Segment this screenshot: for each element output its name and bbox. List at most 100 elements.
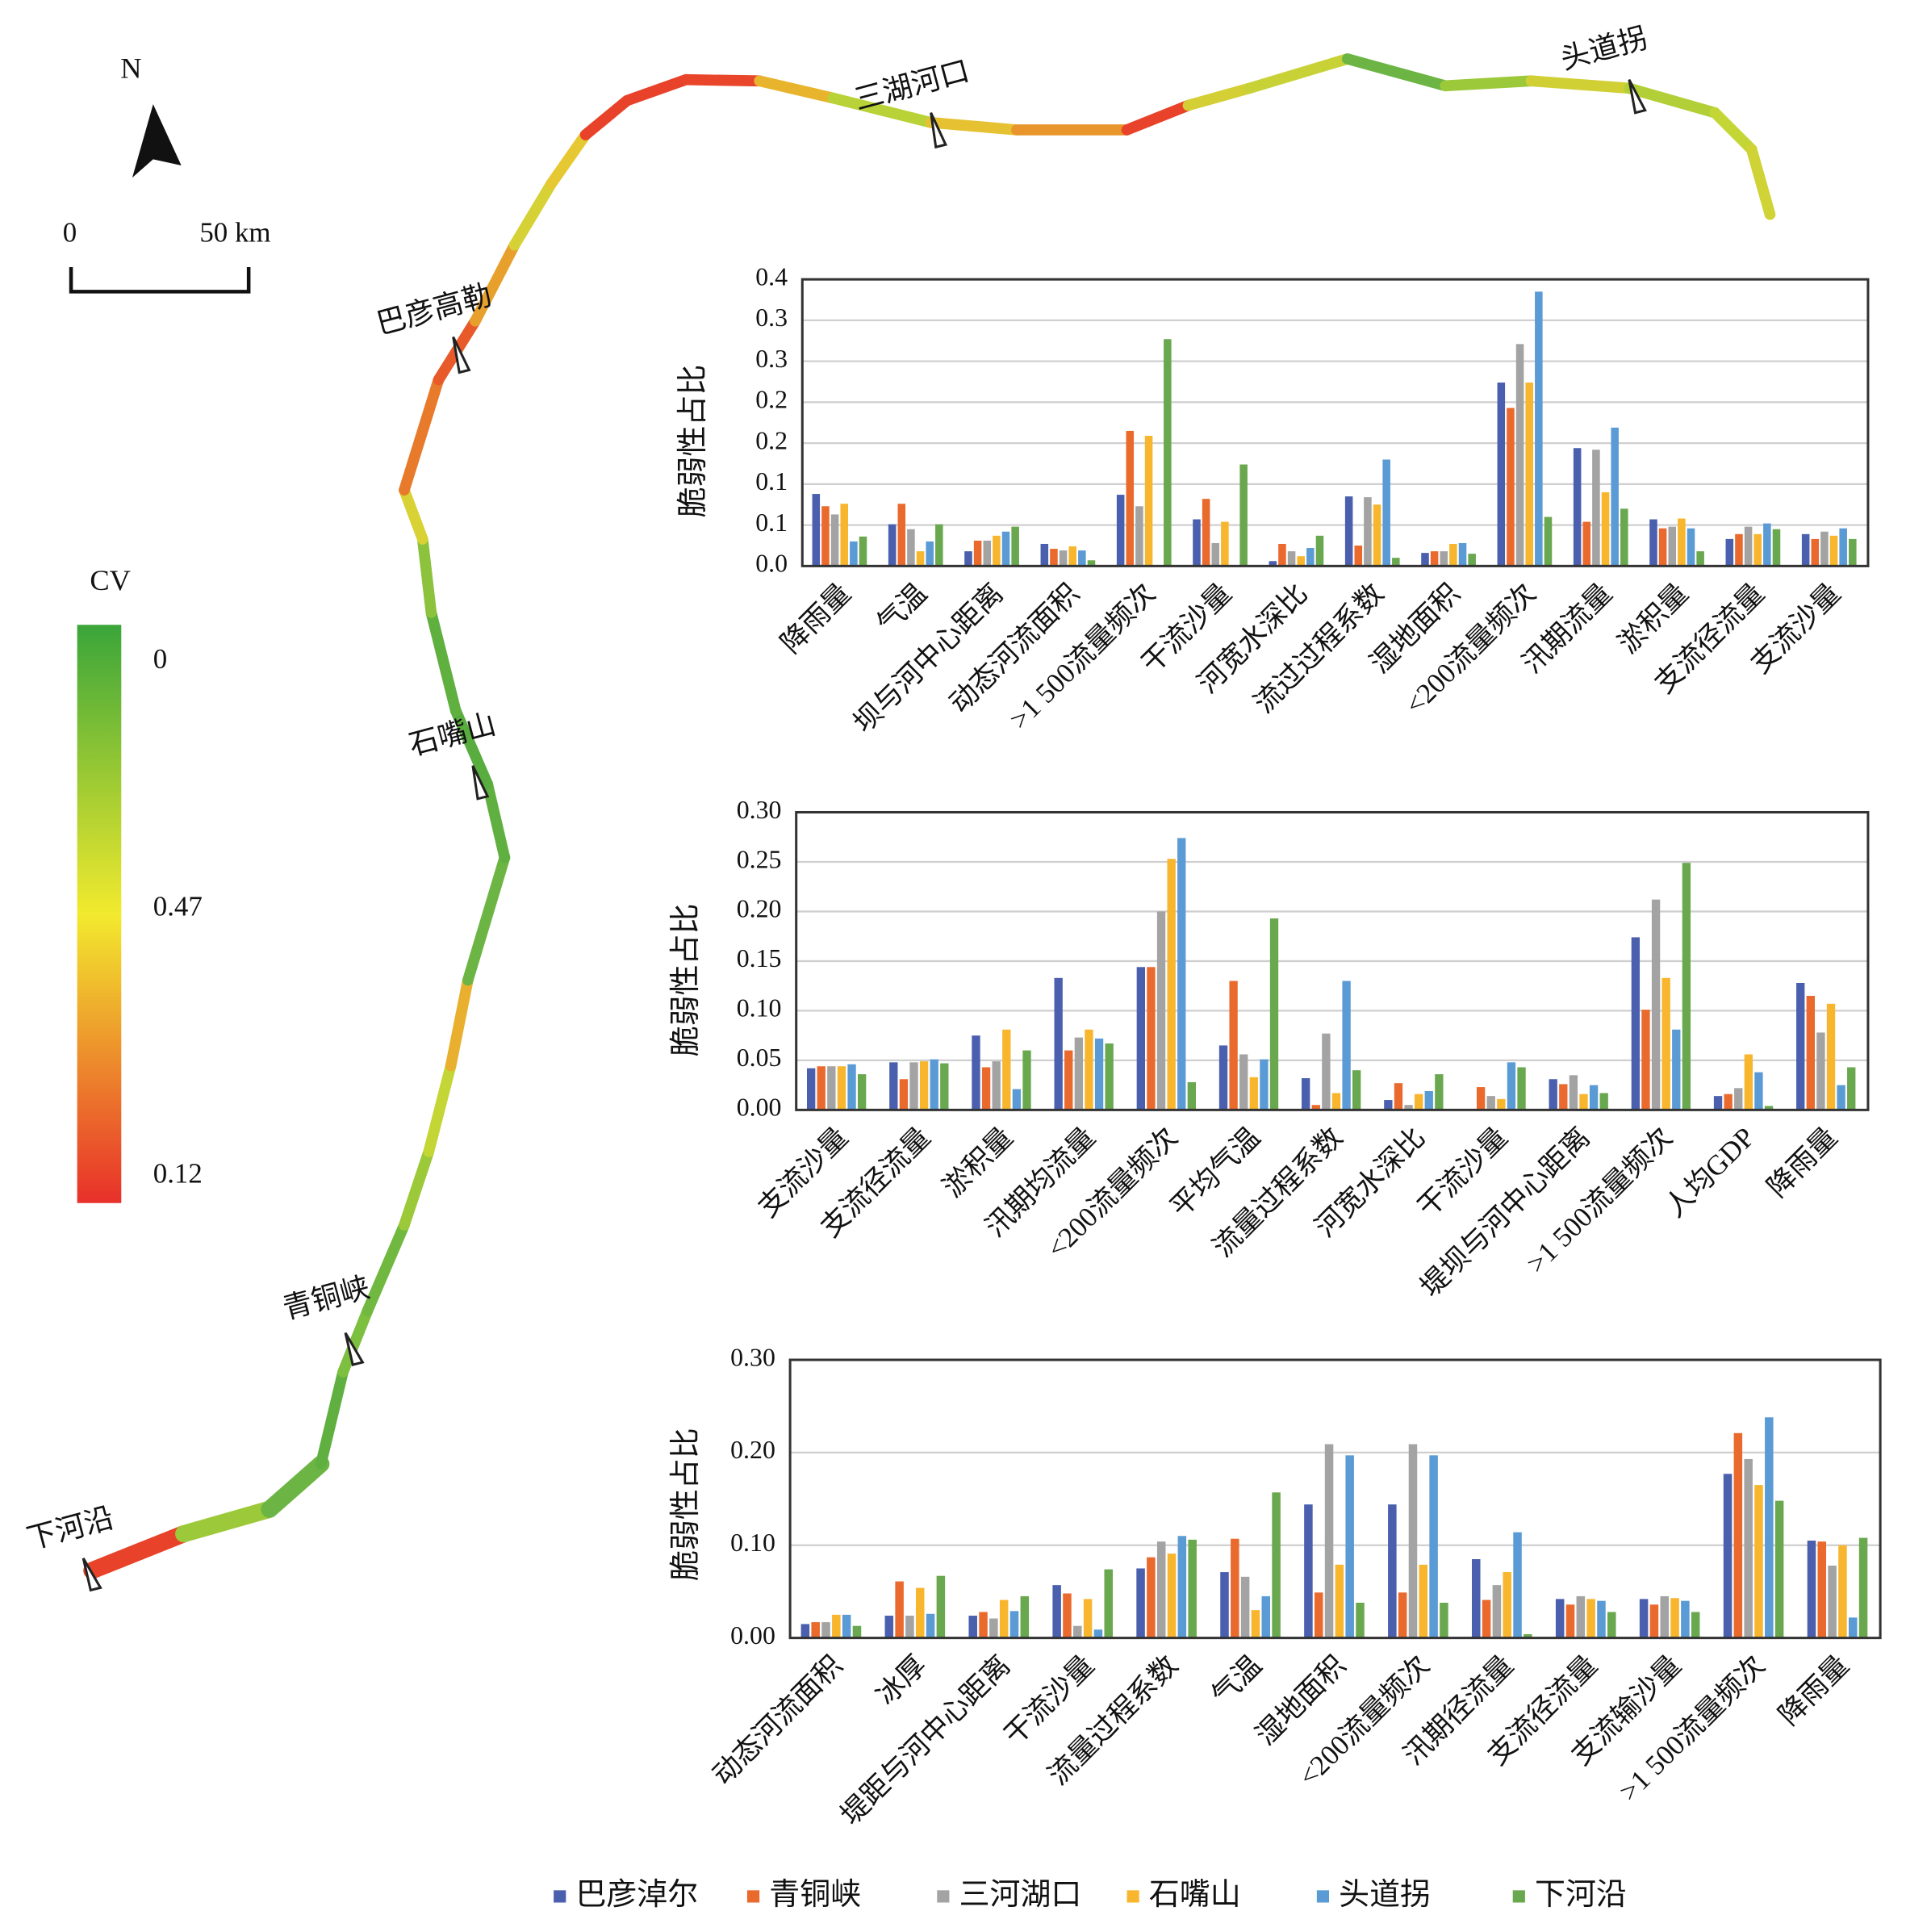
bar: [840, 504, 848, 567]
y-tick-label: 0.2: [755, 386, 788, 414]
bar: [1569, 1075, 1578, 1110]
bar: [1772, 529, 1781, 567]
bar: [1639, 1599, 1649, 1638]
bar: [1040, 543, 1049, 567]
bar: [1356, 1602, 1365, 1638]
bar: [1188, 1539, 1197, 1638]
bar: [884, 1616, 894, 1638]
bar: [919, 1061, 929, 1110]
site-marker: [344, 1332, 365, 1366]
bar: [1723, 1474, 1733, 1638]
place-label: 下河沿: [23, 1502, 117, 1556]
bar: [1649, 519, 1657, 567]
legend-label: 石嘴山: [1149, 1878, 1241, 1912]
bar: [1221, 521, 1229, 567]
bar: [1126, 430, 1135, 567]
bar: [895, 1581, 904, 1638]
bar: [1009, 1611, 1019, 1638]
y-tick-label: 0.30: [730, 1343, 775, 1371]
y-axis-label: 脆弱性占比: [669, 904, 703, 1057]
cv-title: CV: [90, 564, 131, 596]
bar: [1472, 1558, 1481, 1638]
bar: [1272, 1492, 1281, 1638]
x-tick-label: 降雨量: [775, 577, 857, 659]
bar: [1691, 1612, 1700, 1638]
river-segment: [399, 1146, 435, 1231]
bar: [1807, 1541, 1816, 1638]
bar: [1240, 1576, 1250, 1638]
river-segment: [1182, 82, 1256, 111]
river-segment: [545, 129, 591, 190]
bar: [1193, 519, 1201, 567]
bar: [1315, 535, 1324, 567]
scale-bar: [69, 266, 251, 294]
bar: [1392, 558, 1400, 567]
bar: [811, 1622, 820, 1638]
y-tick-label: 0.2: [755, 426, 788, 454]
site-marker: [1628, 79, 1647, 115]
x-tick-label: >1 500流量频次: [1520, 1121, 1678, 1279]
bar: [1429, 1455, 1438, 1638]
bar: [1592, 450, 1600, 567]
bar: [1249, 1077, 1258, 1110]
bar: [926, 541, 934, 567]
bar: [1576, 1595, 1586, 1638]
bar: [1202, 499, 1210, 567]
bar: [1187, 1081, 1197, 1110]
bar: [1696, 551, 1704, 567]
bar: [1816, 1032, 1825, 1110]
bar: [1678, 518, 1686, 567]
scale-start: 0: [63, 217, 77, 249]
bar: [999, 1600, 1009, 1638]
bar: [1156, 1541, 1166, 1638]
river-segment: [482, 778, 511, 864]
y-axis-label: 脆弱性占比: [669, 1428, 703, 1581]
bar: [1735, 533, 1743, 567]
bar: [1682, 863, 1691, 1110]
bar: [1796, 982, 1805, 1110]
bar: [1094, 1038, 1104, 1110]
bar: [1177, 838, 1186, 1110]
bar: [1525, 383, 1533, 567]
river-segment: [621, 73, 692, 107]
legend-swatch: [937, 1890, 950, 1903]
bar: [1424, 1091, 1433, 1110]
bar: [1421, 553, 1429, 567]
bar: [1838, 1545, 1847, 1638]
bar: [1724, 1094, 1733, 1110]
bar: [1555, 1599, 1565, 1638]
bar: [1078, 550, 1086, 567]
river-segment: [449, 705, 493, 790]
bar: [1167, 1554, 1177, 1638]
bar: [1064, 1050, 1073, 1110]
legend-swatch: [746, 1890, 760, 1903]
bar: [1482, 1600, 1491, 1638]
y-axis-label: 脆弱性占比: [676, 365, 710, 518]
river-segment: [1121, 99, 1194, 136]
bar: [1414, 1094, 1423, 1110]
bar: [1430, 551, 1439, 567]
legend-label: 头道拐: [1339, 1878, 1431, 1912]
plot-frame: [800, 278, 1870, 567]
map: N 0 50 km CV 0 0.47 0.12 三湖河口 头道拐 巴彦高勒 石…: [23, 22, 1776, 1592]
bar: [1687, 528, 1695, 567]
river-segment: [416, 533, 437, 618]
bar: [1641, 1010, 1650, 1110]
bar: [1497, 1098, 1506, 1110]
bar: [827, 1066, 836, 1110]
cv-colorbar: [77, 625, 122, 1203]
bar: [1649, 1604, 1659, 1638]
bar: [1848, 1617, 1858, 1638]
x-tick-label: <200流量频次: [1399, 577, 1542, 720]
river-segment: [470, 239, 520, 327]
x-tick-label: 气温: [871, 577, 933, 639]
bar: [1104, 1569, 1113, 1638]
bar: [1492, 1585, 1502, 1638]
bar: [973, 540, 982, 567]
river-segment: [680, 73, 765, 87]
bar: [1382, 459, 1390, 567]
bar: [1828, 1566, 1837, 1638]
bar: [1220, 1572, 1229, 1638]
bar: [1607, 1612, 1616, 1638]
